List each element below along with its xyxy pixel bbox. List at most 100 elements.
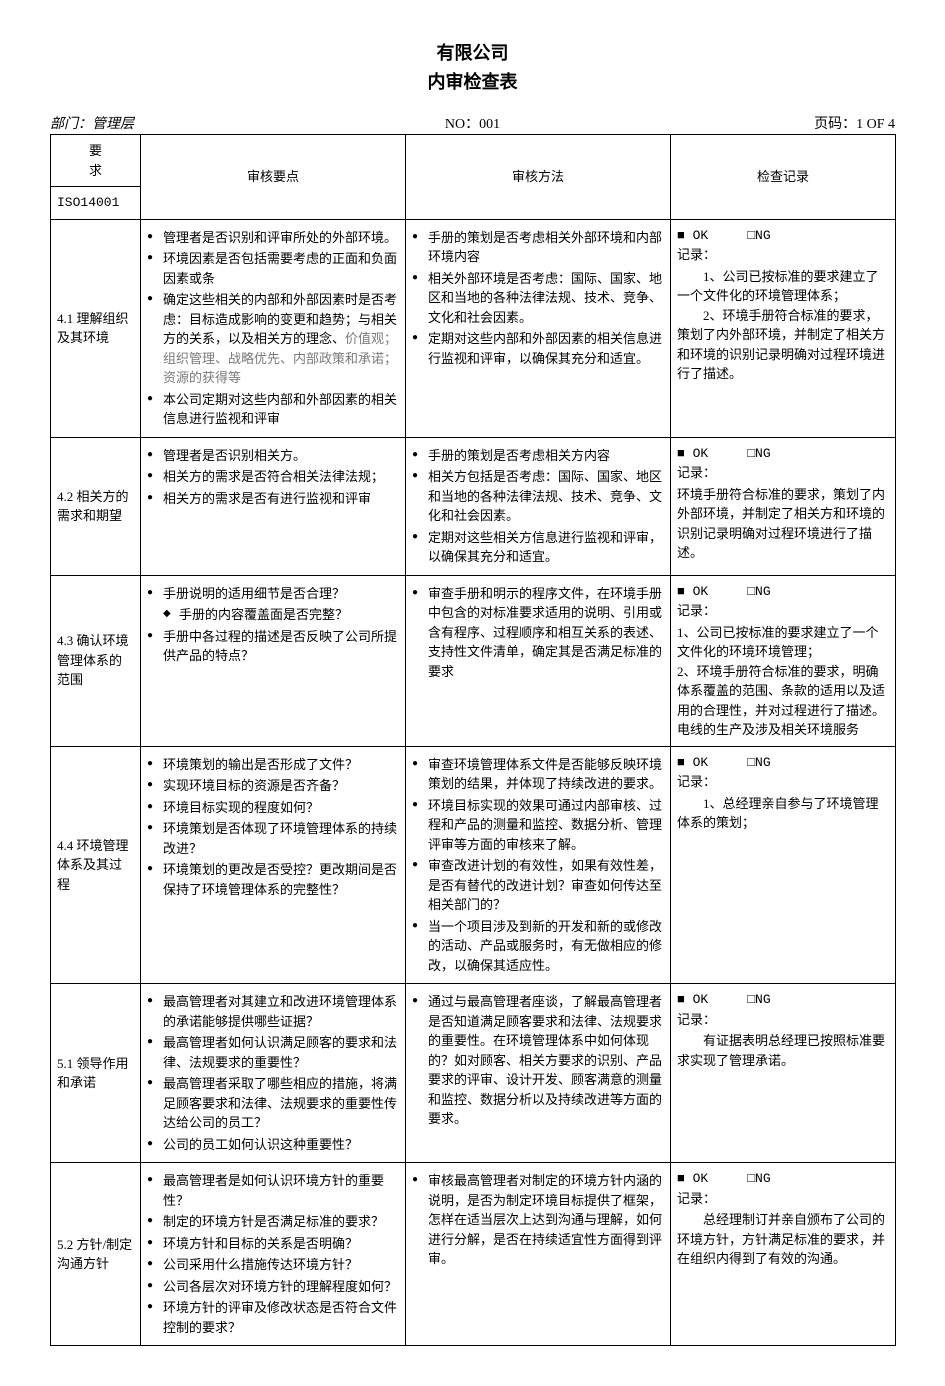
- record-label: 记录：: [677, 772, 889, 792]
- list-item: 本公司定期对这些内部和外部因素的相关信息进行监视和评审: [147, 390, 399, 429]
- record-line: 2、环境手册符合标准的要求，明确体系覆盖的范围、条款的适用以及适用的合理性，并对…: [677, 662, 889, 740]
- audit-points: 管理者是否识别和评审所处的外部环境。环境因素是否包括需要考虑的正面和负面因素或条…: [141, 219, 406, 437]
- record-line: 总经理制订并亲自颁布了公司的环境方针，方针满足标准的要求，并在组织内得到了有效的…: [677, 1210, 889, 1269]
- record-line: 1、公司已按标准的要求建立了一个文件化的环境环境管理；: [677, 623, 889, 662]
- doc-number: NO：001: [445, 114, 500, 135]
- list-item: 确定这些相关的内部和外部因素时是否考虑：目标造成影响的变更和趋势；与相关方的关系…: [147, 290, 399, 388]
- list-item: 审查手册和明示的程序文件，在环境手册中包含的对标准要求适用的说明、引用或含有程序…: [412, 584, 664, 682]
- audit-methods: 审查环境管理体系文件是否能够反映环境策划的结果，并体现了持续改进的要求。环境目标…: [406, 746, 671, 984]
- list-item: 定期对这些内部和外部因素的相关信息进行监视和评审，以确保其充分和适宜。: [412, 329, 664, 368]
- list-item: 环境方针和目标的关系是否明确？: [147, 1234, 399, 1254]
- audit-points: 最高管理者对其建立和改进环境管理体系的承诺能够提供哪些证据？最高管理者如何认识满…: [141, 984, 406, 1163]
- meta-row: 部门：管理层 NO：001 页码：1 OF 4: [50, 114, 895, 134]
- table-row: 5.2 方针/制定沟通方针最高管理者是如何认识环境方针的重要性？制定的环境方针是…: [51, 1163, 896, 1346]
- audit-methods: 通过与最高管理者座谈，了解最高管理者是否知道满足顾客要求和法律、法规要求的重要性…: [406, 984, 671, 1163]
- list-item: 公司的员工如何认识这种重要性？: [147, 1135, 399, 1155]
- list-item: 当一个项目涉及到新的开发和新的或修改的活动、产品或服务时，有无做相应的修改，以确…: [412, 917, 664, 976]
- list-item: 相关方包括是否考虑：国际、国家、地区和当地的各种法律法规、技术、竞争、文化和社会…: [412, 467, 664, 526]
- requirement-clause: 5.2 方针/制定沟通方针: [51, 1163, 141, 1346]
- audit-points: 管理者是否识别相关方。相关方的需求是否符合相关法律法规；相关方的需求是否有进行监…: [141, 437, 406, 575]
- list-item: 最高管理者采取了哪些相应的措施，将满足顾客要求和法律、法规要求的重要性传达给公司…: [147, 1074, 399, 1133]
- record-label: 记录：: [677, 601, 889, 621]
- table-row: 4.1 理解组织及其环境管理者是否识别和评审所处的外部环境。环境因素是否包括需要…: [51, 219, 896, 437]
- requirement-clause: 4.1 理解组织及其环境: [51, 219, 141, 437]
- audit-methods: 手册的策划是否考虑相关外部环境和内部环境内容相关外部环境是否考虑：国际、国家、地…: [406, 219, 671, 437]
- list-item: 环境策划的输出是否形成了文件？: [147, 755, 399, 775]
- audit-methods: 审查手册和明示的程序文件，在环境手册中包含的对标准要求适用的说明、引用或含有程序…: [406, 575, 671, 746]
- record-body: 1、公司已按标准的要求建立了一个文件化的环境管理体系；2、环境手册符合标准的要求…: [677, 267, 889, 384]
- list-item: 通过与最高管理者座谈，了解最高管理者是否知道满足顾客要求和法律、法规要求的重要性…: [412, 992, 664, 1129]
- list-item: 环境策划是否体现了环境管理体系的持续改进？: [147, 819, 399, 858]
- list-item: 审核最高管理者对制定的环境方针内涵的说明，是否为制定环境目标提供了框架，怎样在适…: [412, 1171, 664, 1269]
- list-item: 相关方的需求是否符合相关法律法规；: [147, 467, 399, 487]
- col-methods: 审核方法: [406, 135, 671, 220]
- list-item: 管理者是否识别和评审所处的外部环境。: [147, 228, 399, 248]
- dept-label: 部门：管理层: [50, 114, 134, 135]
- list-item: 手册说明的适用细节是否合理？: [147, 584, 399, 604]
- inspection-record: ■ OK □NG记录：有证据表明总经理已按照标准要求实现了管理承诺。: [671, 984, 896, 1163]
- requirement-clause: 5.1 领导作用和承诺: [51, 984, 141, 1163]
- table-row: 5.1 领导作用和承诺最高管理者对其建立和改进环境管理体系的承诺能够提供哪些证据…: [51, 984, 896, 1163]
- list-item: 环境因素是否包括需要考虑的正面和负面因素或条: [147, 249, 399, 288]
- req-char-2: 求: [57, 161, 134, 181]
- record-label: 记录：: [677, 245, 889, 265]
- requirement-clause: 4.3 确认环境管理体系的范围: [51, 575, 141, 746]
- list-item: 环境目标实现的效果可通过内部审核、过程和产品的测量和监控、数据分析、管理评审等方…: [412, 796, 664, 855]
- audit-methods: 审核最高管理者对制定的环境方针内涵的说明，是否为制定环境目标提供了框架，怎样在适…: [406, 1163, 671, 1346]
- inspection-record: ■ OK □NG记录：1、总经理亲自参与了环境管理体系的策划；: [671, 746, 896, 984]
- list-item: 环境目标实现的程度如何？: [147, 798, 399, 818]
- list-item: 审查环境管理体系文件是否能够反映环境策划的结果，并体现了持续改进的要求。: [412, 755, 664, 794]
- record-line: 2、环境手册符合标准的要求，策划了内外部环境，并制定了相关方和环境的识别记录明确…: [677, 306, 889, 384]
- list-item: 手册的策划是否考虑相关外部环境和内部环境内容: [412, 228, 664, 267]
- audit-points: 最高管理者是如何认识环境方针的重要性？制定的环境方针是否满足标准的要求？环境方针…: [141, 1163, 406, 1346]
- requirement-clause: 4.2 相关方的需求和期望: [51, 437, 141, 575]
- record-body: 总经理制订并亲自颁布了公司的环境方针，方针满足标准的要求，并在组织内得到了有效的…: [677, 1210, 889, 1269]
- inspection-record: ■ OK □NG记录：总经理制订并亲自颁布了公司的环境方针，方针满足标准的要求，…: [671, 1163, 896, 1346]
- list-item: 制定的环境方针是否满足标准的要求？: [147, 1212, 399, 1232]
- record-body: 有证据表明总经理已按照标准要求实现了管理承诺。: [677, 1031, 889, 1070]
- list-item: 环境策划的更改是否受控？更改期间是否保持了环境管理体系的完整性？: [147, 860, 399, 899]
- audit-points: 手册说明的适用细节是否合理？手册的内容覆盖面是否完整？手册中各过程的描述是否反映…: [141, 575, 406, 746]
- record-label: 记录：: [677, 463, 889, 483]
- col-record: 检查记录: [671, 135, 896, 220]
- record-label: 记录：: [677, 1010, 889, 1030]
- table-header-row: 要 求 审核要点 审核方法 检查记录: [51, 135, 896, 187]
- doc-title: 内审检查表: [50, 69, 895, 96]
- list-item: 管理者是否识别相关方。: [147, 446, 399, 466]
- record-line: 有证据表明总经理已按照标准要求实现了管理承诺。: [677, 1031, 889, 1070]
- list-item: 最高管理者是如何认识环境方针的重要性？: [147, 1171, 399, 1210]
- inspection-record: ■ OK □NG记录：1、公司已按标准的要求建立了一个文件化的环境环境管理；2、…: [671, 575, 896, 746]
- inspection-record: ■ OK □NG记录：1、公司已按标准的要求建立了一个文件化的环境管理体系；2、…: [671, 219, 896, 437]
- record-body: 1、总经理亲自参与了环境管理体系的策划；: [677, 794, 889, 833]
- record-line: 1、公司已按标准的要求建立了一个文件化的环境管理体系；: [677, 267, 889, 306]
- ok-ng-check: ■ OK □NG: [677, 226, 889, 246]
- list-item: 最高管理者如何认识满足顾客的要求和法律、法规要求的重要性？: [147, 1033, 399, 1072]
- list-item: 相关方的需求是否有进行监视和评审: [147, 489, 399, 509]
- list-item: 实现环境目标的资源是否齐备？: [147, 776, 399, 796]
- record-body: 环境手册符合标准的要求，策划了内外部环境，并制定了相关方和环境的识别记录明确对过…: [677, 485, 889, 563]
- table-row: 4.4 环境管理体系及其过程环境策划的输出是否形成了文件？实现环境目标的资源是否…: [51, 746, 896, 984]
- table-row: 4.3 确认环境管理体系的范围手册说明的适用细节是否合理？手册的内容覆盖面是否完…: [51, 575, 896, 746]
- page-number: 页码：1 OF 4: [814, 114, 895, 135]
- list-item: 手册的内容覆盖面是否完整？: [163, 605, 399, 625]
- col-points: 审核要点: [141, 135, 406, 220]
- table-row: 4.2 相关方的需求和期望管理者是否识别相关方。相关方的需求是否符合相关法律法规…: [51, 437, 896, 575]
- ok-ng-check: ■ OK □NG: [677, 1169, 889, 1189]
- audit-points: 环境策划的输出是否形成了文件？实现环境目标的资源是否齐备？环境目标实现的程度如何…: [141, 746, 406, 984]
- list-item: 手册的策划是否考虑相关方内容: [412, 446, 664, 466]
- list-item: 相关外部环境是否考虑：国际、国家、地区和当地的各种法律法规、技术、竞争、文化和社…: [412, 269, 664, 328]
- col-requirement: 要 求: [51, 135, 141, 187]
- list-item: 公司采用什么措施传达环境方针？: [147, 1255, 399, 1275]
- record-line: 环境手册符合标准的要求，策划了内外部环境，并制定了相关方和环境的识别记录明确对过…: [677, 485, 889, 563]
- ok-ng-check: ■ OK □NG: [677, 990, 889, 1010]
- inspection-record: ■ OK □NG记录：环境手册符合标准的要求，策划了内外部环境，并制定了相关方和…: [671, 437, 896, 575]
- record-line: 1、总经理亲自参与了环境管理体系的策划；: [677, 794, 889, 833]
- muted-text: 价值观；组织管理、战略优先、内部政策和承诺；资源的获得等: [163, 331, 397, 385]
- list-item: 手册中各过程的描述是否反映了公司所提供产品的特点？: [147, 627, 399, 666]
- record-body: 1、公司已按标准的要求建立了一个文件化的环境环境管理；2、环境手册符合标准的要求…: [677, 623, 889, 740]
- audit-table: 要 求 审核要点 审核方法 检查记录 ISO14001 4.1 理解组织及其环境…: [50, 134, 896, 1346]
- list-item: 审查改进计划的有效性，如果有效性差，是否有替代的改进计划？审查如何传达至相关部门…: [412, 856, 664, 915]
- list-item: 环境方针的评审及修改状态是否符合文件控制的要求？: [147, 1298, 399, 1337]
- list-item: 定期对这些相关方信息进行监视和评审，以确保其充分和适宜。: [412, 528, 664, 567]
- list-item: 公司各层次对环境方针的理解程度如何？: [147, 1277, 399, 1297]
